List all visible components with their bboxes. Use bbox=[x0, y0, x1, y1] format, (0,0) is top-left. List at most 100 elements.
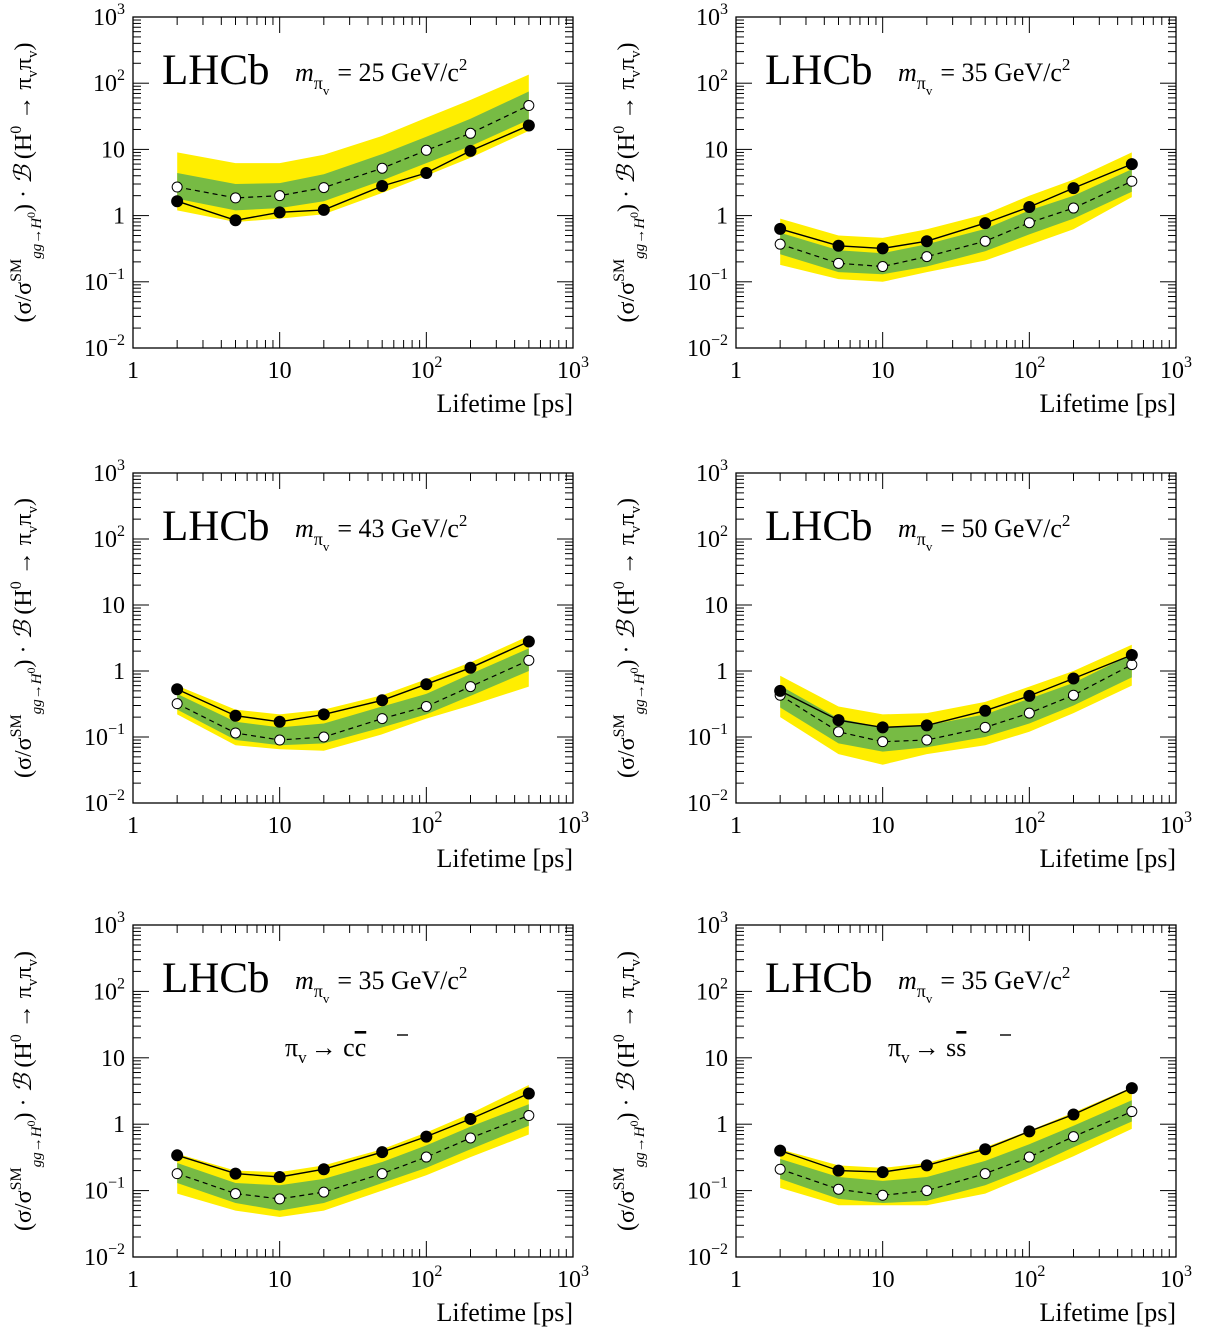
y-tick-label: 10−1 bbox=[687, 1175, 728, 1205]
y-tick-label: 10−1 bbox=[687, 721, 728, 751]
y-tick-label: 10−2 bbox=[84, 787, 125, 817]
expected-point bbox=[523, 100, 535, 112]
observed-point bbox=[920, 235, 933, 248]
x-axis-label: Lifetime [ps] bbox=[1040, 389, 1176, 418]
expected-point bbox=[464, 127, 476, 139]
y-tick-label: 103 bbox=[93, 457, 125, 487]
observed-point bbox=[876, 1166, 889, 1179]
x-tick-label: 103 bbox=[1160, 1263, 1192, 1293]
y-tick-label: 102 bbox=[696, 523, 728, 553]
experiment-label: LHCb bbox=[765, 955, 873, 1002]
observed-point bbox=[376, 694, 389, 707]
expected-point bbox=[420, 144, 432, 156]
observed-point bbox=[1125, 158, 1138, 171]
svg-text:(σ/σSMgg→H0) · ℬ (H0 → πvπv): (σ/σSMgg→H0) · ℬ (H0 → πvπv) bbox=[611, 498, 648, 778]
mass-label: mπv= 43 GeV/c2 bbox=[295, 511, 467, 554]
expected-point bbox=[833, 257, 845, 269]
x-tick-label: 102 bbox=[410, 354, 442, 384]
observed-line bbox=[780, 163, 1133, 250]
expected-point bbox=[979, 235, 991, 247]
y-tick-label: 10−2 bbox=[84, 1241, 125, 1271]
x-tick-label: 10 bbox=[871, 813, 895, 839]
x-tick-label: 103 bbox=[1160, 809, 1192, 839]
expected-point bbox=[318, 1186, 330, 1198]
expected-line bbox=[177, 1114, 530, 1200]
band-2sigma bbox=[177, 635, 529, 751]
experiment-label: LHCb bbox=[162, 503, 270, 550]
y-tick-label: 10−2 bbox=[84, 332, 125, 362]
plot-frame bbox=[735, 924, 1177, 1258]
y-axis-label: (σ/σSMgg→H0) · ℬ (H0 → πvπv) bbox=[8, 498, 45, 778]
expected-point bbox=[376, 1168, 388, 1180]
band-1sigma bbox=[780, 654, 1132, 752]
x-tick-label: 102 bbox=[1013, 1263, 1045, 1293]
y-tick-label: 10−1 bbox=[84, 266, 125, 296]
observed-point bbox=[522, 635, 535, 648]
mass-label: mπv= 35 GeV/c2 bbox=[295, 963, 467, 1006]
x-tick-label: 1 bbox=[730, 358, 742, 384]
y-tick-label: 10−1 bbox=[84, 1175, 125, 1205]
svg-text:(σ/σSMgg→H0) · ℬ (H0 → πvπv): (σ/σSMgg→H0) · ℬ (H0 → πvπv) bbox=[611, 951, 648, 1231]
observed-point bbox=[317, 1163, 330, 1176]
x-tick-label: 10 bbox=[268, 358, 292, 384]
observed-point bbox=[920, 1159, 933, 1172]
y-tick-label: 10−2 bbox=[687, 787, 728, 817]
expected-point bbox=[979, 721, 991, 733]
observed-point bbox=[273, 715, 286, 728]
observed-point bbox=[376, 1146, 389, 1159]
x-axis-label: Lifetime [ps] bbox=[1040, 1298, 1176, 1327]
plot-area bbox=[171, 635, 535, 751]
observed-point bbox=[1023, 200, 1036, 213]
expected-point bbox=[833, 1183, 845, 1195]
plot-frame bbox=[132, 472, 574, 804]
observed-point bbox=[420, 1130, 433, 1143]
y-axis-label: (σ/σSMgg→H0) · ℬ (H0 → πvπv) bbox=[8, 951, 45, 1231]
expected-point bbox=[318, 731, 330, 743]
plot-area bbox=[171, 74, 535, 227]
expected-point bbox=[376, 713, 388, 725]
y-tick-label: 10 bbox=[704, 593, 728, 619]
y-tick-label: 102 bbox=[696, 975, 728, 1005]
y-axis-label: (σ/σSMgg→H0) · ℬ (H0 → πvπv) bbox=[8, 43, 45, 323]
expected-point bbox=[274, 734, 286, 746]
expected-point bbox=[420, 700, 432, 712]
svg-text:(σ/σSMgg→H0) · ℬ (H0 → πvπv): (σ/σSMgg→H0) · ℬ (H0 → πvπv) bbox=[8, 498, 45, 778]
expected-point bbox=[1067, 689, 1079, 701]
y-tick-label: 1 bbox=[716, 204, 728, 230]
y-tick-label: 10 bbox=[704, 1046, 728, 1072]
x-tick-label: 1 bbox=[127, 358, 139, 384]
observed-point bbox=[832, 714, 845, 727]
plot-area bbox=[774, 644, 1138, 765]
expected-line bbox=[176, 659, 530, 741]
expected-point bbox=[774, 238, 786, 250]
y-tick-label: 103 bbox=[696, 1, 728, 31]
observed-point bbox=[171, 195, 184, 208]
plot-frame bbox=[132, 924, 574, 1258]
observed-point bbox=[522, 119, 535, 132]
expected-point bbox=[274, 190, 286, 202]
y-axis-label: (σ/σSMgg→H0) · ℬ (H0 → πvπv) bbox=[611, 498, 648, 778]
observed-line bbox=[176, 640, 530, 723]
observed-point bbox=[832, 239, 845, 252]
expected-point bbox=[1023, 1151, 1035, 1163]
observed-point bbox=[1067, 182, 1080, 195]
y-tick-label: 1 bbox=[716, 1112, 728, 1138]
observed-point bbox=[229, 1167, 242, 1180]
x-tick-label: 103 bbox=[557, 809, 589, 839]
observed-point bbox=[376, 179, 389, 192]
plot-frame bbox=[132, 16, 574, 349]
expected-point bbox=[523, 654, 535, 666]
x-tick-label: 1 bbox=[127, 813, 139, 839]
y-tick-label: 103 bbox=[696, 457, 728, 487]
expected-point bbox=[877, 261, 889, 273]
x-tick-label: 102 bbox=[410, 1263, 442, 1293]
y-tick-label: 1 bbox=[113, 1112, 125, 1138]
expected-point bbox=[376, 162, 388, 174]
observed-point bbox=[420, 167, 433, 180]
plot-frame bbox=[735, 472, 1177, 804]
y-tick-label: 10−1 bbox=[687, 266, 728, 296]
x-tick-label: 10 bbox=[268, 1267, 292, 1293]
observed-point bbox=[774, 222, 787, 235]
